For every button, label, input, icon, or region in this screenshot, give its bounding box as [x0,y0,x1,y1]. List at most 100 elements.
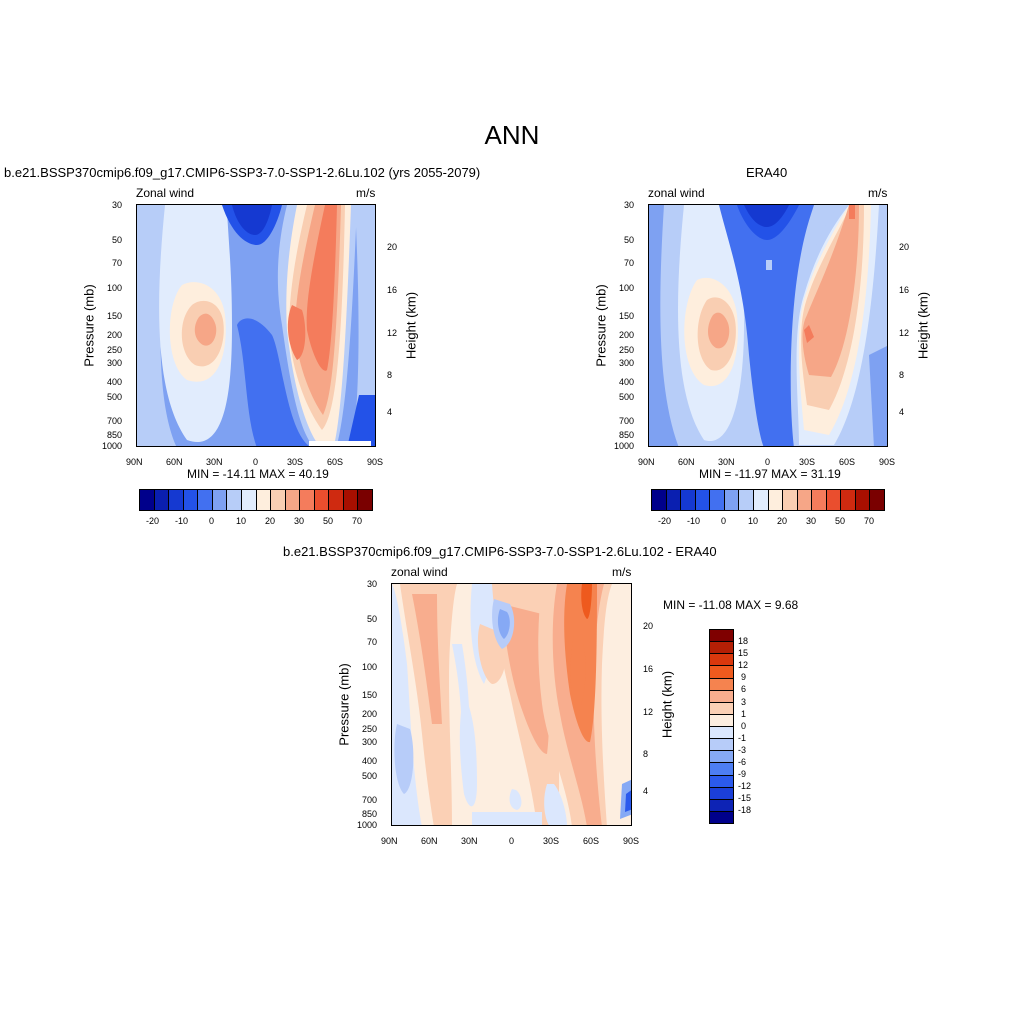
colorbar-label: 30 [294,516,305,526]
colorbar-swatch [182,489,199,511]
panel-obs-xtick: 0 [765,457,771,467]
colorbar-swatch [240,489,257,511]
panel-model-ytick: 700 [107,416,123,426]
panel-obs-xtick: 30S [799,457,816,467]
panel-model-colorbar [139,489,373,511]
panel-model-title: b.e21.BSSP370cmip6.f09_g17.CMIP6-SSP3-7.… [4,165,481,180]
panel-model-xtick: 60N [166,457,183,467]
colorbar-swatch [651,489,667,511]
panel-model-ytick: 150 [107,311,123,321]
colorbar-label: 20 [265,516,276,526]
panel-diff-ytick: 500 [362,771,378,781]
panel-diff-height-tick: 16 [643,664,654,674]
panel-obs-xtick: 90S [879,457,896,467]
panel-obs-ytick: 400 [619,377,635,387]
panel-diff-ytick: 300 [362,737,378,747]
panel-obs-height-tick: 4 [899,407,905,417]
panel-diff-ytick: 700 [362,795,378,805]
colorbar-label: 10 [748,516,759,526]
panel-diff-ytick-top: 30 [367,579,378,589]
colorbar-swatch [709,489,725,511]
panel-diff-ytick: 400 [362,756,378,766]
panel-model-height-tick: 16 [387,285,398,295]
panel-obs-ytick: 100 [619,283,635,293]
panel-obs-left-label: zonal wind [648,186,705,200]
panel-obs-height-tick: 16 [899,285,910,295]
colorbar-label: -10 [175,516,189,526]
diff-contour-field [392,584,631,825]
colorbar-label: 1 [741,709,747,719]
colorbar-label: -3 [738,745,747,755]
colorbar-label: 15 [738,648,749,658]
panel-model-xtick: 90N [126,457,143,467]
panel-model-ylabel-right: Height (km) [403,291,419,360]
panel-diff-ylabel-right: Height (km) [659,670,675,739]
colorbar-swatch [357,489,373,511]
panel-obs-colorbar [651,489,885,511]
panel-obs-ylabel-right: Height (km) [915,291,931,360]
colorbar-label: -12 [738,781,752,791]
panel-model-units: m/s [356,186,376,200]
colorbar-swatch [782,489,798,511]
colorbar-label: 9 [741,672,747,682]
colorbar-swatch [752,489,769,511]
panel-diff-xtick: 90S [623,836,640,846]
colorbar-label: -10 [687,516,701,526]
colorbar-label: -20 [658,516,672,526]
panel-model-ytick: 200 [107,330,123,340]
panel-model-ytick: 70 [112,258,123,268]
panel-obs-ytick: 70 [624,258,635,268]
panel-obs-height-tick: 8 [899,370,905,380]
panel-diff-height-tick: 20 [643,621,654,631]
colorbar-label: -18 [738,805,752,815]
colorbar-label: 0 [721,516,727,526]
colorbar-swatch [299,489,315,511]
colorbar-label: -15 [738,793,752,803]
panel-model-height-tick: 12 [387,328,398,338]
panel-model-ytick: 300 [107,358,123,368]
panel-obs-ytick: 50 [624,235,635,245]
panel-diff-ylabel: Pressure (mb) [336,663,352,746]
colorbar-swatch [840,489,856,511]
panel-diff-ytick: 200 [362,709,378,719]
colorbar-swatch [139,489,155,511]
colorbar-swatch [723,489,740,511]
colorbar-label: 3 [741,697,747,707]
panel-model-ytick: 100 [107,283,123,293]
model-contour-field [137,205,375,446]
colorbar-swatch [313,489,330,511]
colorbar-swatch [825,489,842,511]
panel-diff-height-tick: 8 [643,749,649,759]
colorbar-swatch [328,489,344,511]
panel-model-height-tick: 20 [387,242,398,252]
panel-diff-ytick: 70 [367,637,378,647]
panel-model-height-tick: 4 [387,407,393,417]
panel-model-xtick: 30N [206,457,223,467]
panel-obs-title: ERA40 [746,165,788,180]
colorbar-label: 10 [236,516,247,526]
panel-diff-ytick: 1000 [357,820,378,830]
panel-diff-ytick: 50 [367,614,378,624]
panel-obs-ytick: 500 [619,392,635,402]
panel-model-ytick: 850 [107,430,123,440]
colorbar-swatch [854,489,871,511]
panel-diff-left-label: zonal wind [391,565,448,579]
panel-obs-heatmap [648,204,888,447]
colorbar-swatch [197,489,213,511]
panel-model-ytick: 50 [112,235,123,245]
panel-diff-units: m/s [612,565,632,579]
panel-obs-ylabel: Pressure (mb) [593,284,609,367]
panel-model-left-label: Zonal wind [136,186,195,200]
panel-model-ytick: 250 [107,345,123,355]
panel-obs-height-tick: 20 [899,242,910,252]
obs-contour-field [649,205,887,446]
panel-diff-stats: MIN = -11.08 MAX = 9.68 [663,598,799,612]
colorbar-label: 70 [864,516,875,526]
panel-model-xtick: 30S [287,457,304,467]
colorbar-label: 20 [777,516,788,526]
colorbar-label: -20 [146,516,160,526]
colorbar-swatch [665,489,682,511]
panel-obs-ytick: 300 [619,358,635,368]
colorbar-swatch [342,489,359,511]
panel-diff-height-tick: 12 [643,707,654,717]
